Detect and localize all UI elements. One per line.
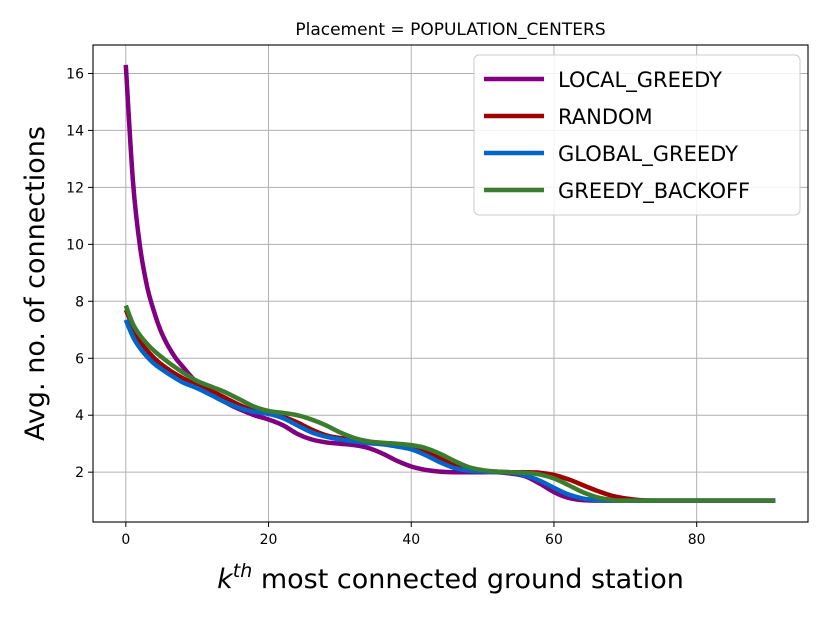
y-axis-label: Avg. no. of connections [20,126,51,441]
plot-frame [92,44,809,523]
x-tick-label: 60 [545,532,563,548]
y-tick-label: 12 [66,180,84,196]
legend-label: GREEDY_BACKOFF [558,179,750,204]
y-tick-label: 4 [75,408,84,424]
x-tick-label: 0 [121,532,130,548]
y-tick-label: 8 [75,294,84,310]
y-tick-label: 6 [75,351,84,367]
x-tick-label: 40 [402,532,420,548]
series-lines [123,64,776,503]
legend: LOCAL_GREEDY RANDOM GLOBAL_GREEDY GREEDY_BA… [473,54,801,216]
y-tick-label: 14 [66,123,84,139]
legend-label: LOCAL_GREEDY [558,68,722,93]
series-line-greedy-backoff [123,304,776,503]
y-tick-label: 2 [75,465,84,481]
x-axis-label-superscript: th [233,560,253,582]
legend-label: RANDOM [558,105,653,129]
x-axis-label-rest: most connected ground station [252,564,684,595]
x-axis-label: kth most connected ground station [217,560,684,595]
series-line-local-greedy [123,64,776,503]
x-axis-label-k: k [217,564,234,595]
axis-ticks: 0 20 40 60 80 2 4 6 8 10 12 14 16 [66,66,705,548]
legend-label: GLOBAL_GREEDY [558,142,738,167]
x-tick-label: 80 [688,532,706,548]
x-tick-label: 20 [260,532,278,548]
chart-title: Placement = POPULATION_CENTERS [295,20,605,40]
y-tick-label: 16 [66,66,84,82]
y-tick-label: 10 [66,237,84,253]
legend-box [473,54,801,216]
